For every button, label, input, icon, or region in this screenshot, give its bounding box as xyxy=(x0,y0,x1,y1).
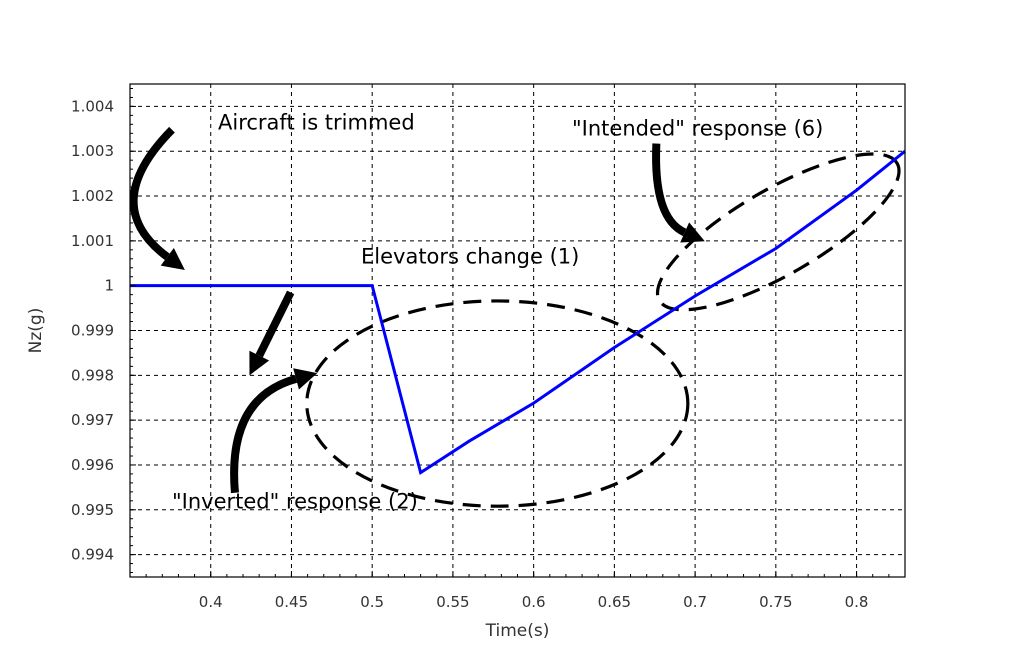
annotation-inverted-response: "Inverted" response (2) xyxy=(172,489,418,513)
arrow-head-2 xyxy=(249,350,270,376)
x-tick-label: 0.4 xyxy=(199,593,223,611)
y-tick-label: 0.999 xyxy=(71,322,114,340)
arrow-shaft-2 xyxy=(255,290,295,358)
arrow-shaft-4 xyxy=(652,143,687,237)
y-tick-label: 0.996 xyxy=(71,456,114,474)
x-tick-label: 0.45 xyxy=(275,593,308,611)
annotation-aircraft-trimmed: Aircraft is trimmed xyxy=(218,110,415,134)
y-tick-label: 0.995 xyxy=(71,501,114,519)
y-tick-label: 1.002 xyxy=(71,187,114,205)
y-tick-label: 1 xyxy=(104,277,114,295)
arrow-head-4 xyxy=(680,222,705,243)
arrow-shaft-3 xyxy=(230,375,298,494)
arrow-head-1 xyxy=(160,248,185,270)
response-ellipse-2 xyxy=(655,152,901,312)
y-tick-label: 0.998 xyxy=(71,366,114,384)
arrow-shaft-1 xyxy=(129,126,175,261)
x-tick-label: 0.55 xyxy=(436,593,469,611)
y-tick-label: 0.994 xyxy=(71,546,114,564)
annotation-elevators-change: Elevators change (1) xyxy=(361,245,579,269)
y-tick-label: 0.997 xyxy=(71,411,114,429)
annotation-intended-response: "Intended" response (6) xyxy=(572,117,823,141)
x-tick-label: 0.7 xyxy=(683,593,707,611)
series-line-1 xyxy=(130,150,906,475)
x-axis-label: Time(s) xyxy=(485,621,550,641)
annotation-arrows xyxy=(129,126,705,494)
y-tick-label: 1.001 xyxy=(71,232,114,250)
arrow-head-3 xyxy=(293,368,318,390)
y-tick-labels: 0.994 0.995 0.996 0.997 0.998 0.999 1 1.001 1.00… xyxy=(71,97,114,563)
y-axis-label: Nz(g) xyxy=(26,308,46,354)
x-tick-label: 0.8 xyxy=(845,593,869,611)
y-tick-label: 1.003 xyxy=(71,142,114,160)
x-tick-label: 0.65 xyxy=(598,593,631,611)
x-tick-label: 0.5 xyxy=(360,593,384,611)
x-tick-label: 0.75 xyxy=(759,593,792,611)
series-lines xyxy=(130,150,906,475)
x-tick-label: 0.6 xyxy=(522,593,546,611)
ticks xyxy=(130,87,890,577)
x-tick-labels: 0.4 0.45 0.5 0.55 0.6 0.65 0.7 0.75 0.8 xyxy=(199,593,869,611)
y-tick-label: 1.004 xyxy=(71,97,114,115)
annotation-ellipses xyxy=(305,152,901,508)
response-ellipse-1 xyxy=(305,299,690,508)
